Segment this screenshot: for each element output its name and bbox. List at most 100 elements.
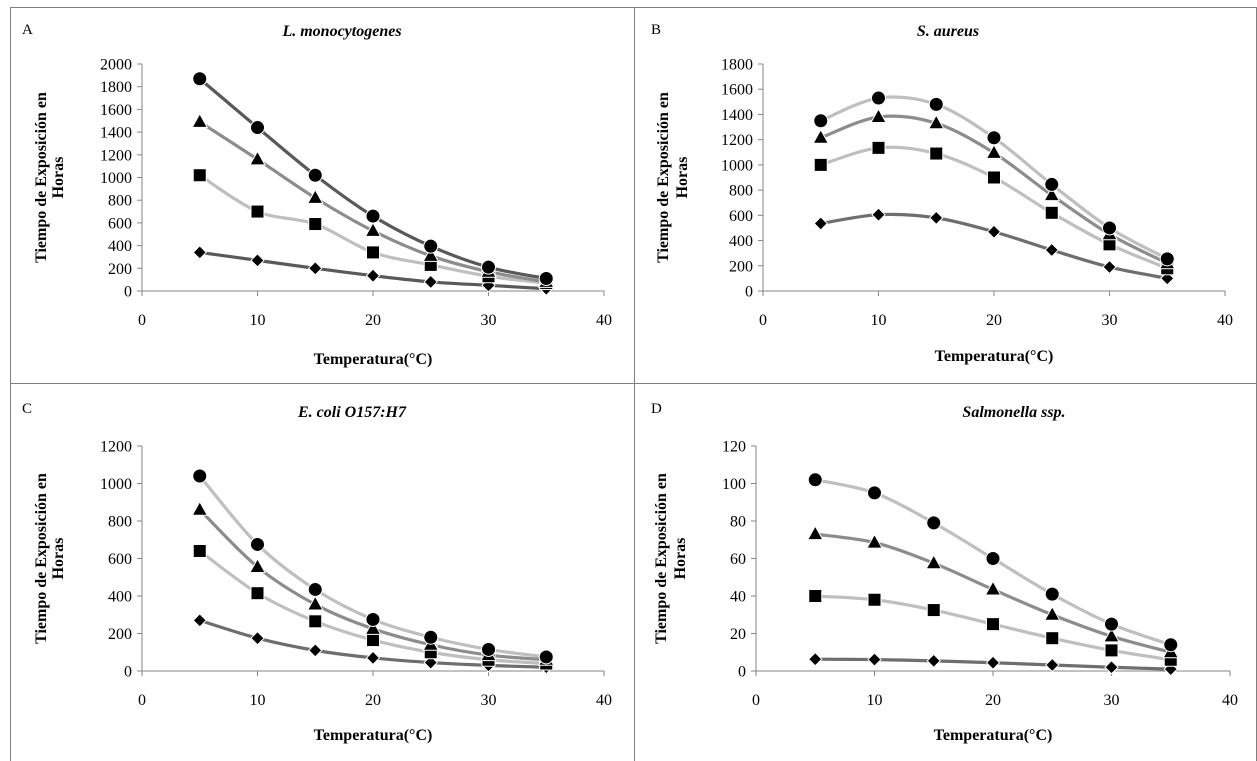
x-tick-label: 0: [759, 312, 767, 329]
y-tick-label: 1800: [721, 57, 753, 74]
panel-a-series-3-point-1: [250, 120, 265, 136]
chart-panel-a: 0 200 400 600 800 1000 1200 1400 1600 1800 2000 0 10…: [10, 7, 635, 384]
panel-b-series-3-point-4: [1044, 176, 1060, 192]
panel-b-series-0-point-0: [813, 216, 828, 231]
panel-a-series-1-point-3: [366, 245, 380, 260]
panel-b-series-1-markers: [813, 140, 1175, 276]
panel-a-series-3-point-5: [481, 259, 496, 275]
panel-c-series-1-point-3: [366, 633, 380, 648]
panel-c-series-3-point-2: [307, 581, 323, 597]
panel-d-series-0-point-5: [1104, 660, 1119, 675]
y-tick-label: 60: [730, 551, 746, 568]
y-tick-label: 0: [745, 284, 753, 301]
y-axis-title: Horas: [50, 157, 67, 199]
panel-d-series-3-point-6: [1163, 637, 1179, 653]
x-tick-label: 20: [985, 692, 1001, 709]
y-axis-title: Tiempo de Exposición en: [33, 473, 50, 644]
panel-letter: C: [22, 401, 32, 417]
panel-c-series-2-point-3: [364, 619, 382, 635]
y-tick-label: 200: [108, 626, 132, 643]
panel-b-series-0-point-3: [986, 224, 1002, 239]
panel-letter: B: [651, 22, 661, 38]
panel-d-series-3-markers: [807, 472, 1179, 653]
x-tick-label: 30: [481, 312, 497, 329]
panel-b-series-3-point-3: [986, 130, 1002, 146]
y-tick-label: 1200: [100, 439, 132, 456]
panel-b-series-1-point-0: [813, 157, 828, 172]
panel-letter: A: [22, 22, 33, 38]
x-tick-label: 20: [365, 692, 381, 709]
panel-d-series-3-point-5: [1104, 616, 1119, 632]
y-tick-label: 600: [729, 208, 753, 225]
panel-c-series-3-markers: [192, 468, 554, 665]
panel-a-series-2-point-0: [191, 112, 209, 128]
panel-d-series-2-point-4: [1043, 605, 1061, 621]
y-tick-label: 1600: [721, 82, 753, 99]
panel-b-series-0-point-5: [1102, 259, 1117, 275]
panel-d-series-0-point-0: [808, 651, 823, 667]
panel-a-series-1-point-1: [250, 204, 265, 219]
y-axis-title: Tiempo de Exposición en: [33, 92, 50, 263]
panel-b-series-2-point-1: [870, 107, 887, 123]
panel-d-series-1-point-5: [1104, 643, 1119, 658]
x-tick-label: 20: [365, 312, 381, 329]
panel-b-series-1-point-1: [871, 140, 886, 155]
x-axis-title: Temperatura(°C): [314, 727, 433, 744]
y-tick-label: 1200: [100, 147, 132, 164]
panel-c-series-3-point-5: [481, 641, 496, 657]
panel-c-series-3-point-6: [538, 649, 554, 665]
panel-a-series-3-markers: [192, 71, 554, 287]
x-tick-label: 40: [1222, 692, 1238, 709]
panel-d-series-0-point-2: [926, 653, 941, 669]
panel-c-series-2-point-0: [191, 500, 209, 516]
panel-b-series-1-point-2: [929, 146, 944, 161]
panel-c-series-3-point-3: [365, 611, 381, 627]
panel-b-series-2-point-2: [927, 114, 945, 130]
panel-a-series-2-point-3: [364, 221, 382, 237]
y-tick-label: 1600: [100, 102, 132, 119]
panel-a-series-3-point-2: [307, 167, 323, 183]
panel-b-series-3-point-1: [871, 90, 886, 106]
chart-title: E. coli O157:H7: [297, 404, 407, 421]
panel-c-series-3-point-1: [250, 536, 265, 552]
chart-panel-b: 0 200 400 600 800 1000 1200 1400 1600 1800 0 10 20 30…: [634, 7, 1257, 384]
y-tick-label: 200: [729, 258, 753, 275]
panel-b-series-0-point-4: [1044, 242, 1059, 258]
panel-d-series-3-point-4: [1044, 586, 1060, 602]
x-tick-label: 40: [596, 312, 612, 329]
y-tick-label: 1400: [100, 125, 132, 142]
y-tick-label: 2000: [100, 57, 132, 74]
y-tick-label: 40: [730, 589, 746, 606]
y-tick-label: 1000: [100, 170, 132, 187]
y-tick-label: 1800: [100, 79, 132, 96]
panel-d-series-2-point-2: [925, 554, 943, 570]
x-tick-label: 40: [1217, 312, 1233, 329]
panel-d-series-3-point-2: [926, 515, 942, 531]
panel-a-series-0-point-2: [308, 261, 323, 276]
panel-d-series-3-point-1: [867, 485, 882, 501]
panel-c-series-3-point-4: [423, 629, 439, 645]
y-axis-title: Horas: [672, 538, 689, 580]
panel-a-series-3-point-0: [192, 71, 208, 87]
panel-c-series-0-point-3: [365, 650, 381, 666]
panel-a-series-0-point-3: [365, 268, 381, 283]
chart-panel-d: 0 20 40 60 80 100 120 0 10 20 30 40 D Salmonella ssp.…: [634, 383, 1257, 761]
panel-b-series-1-point-3: [987, 170, 1001, 185]
panel-d-series-1-point-4: [1045, 631, 1060, 646]
panel-letter: D: [651, 401, 662, 417]
x-tick-label: 10: [250, 312, 266, 329]
chart-title: L. monocytogenes: [281, 23, 401, 40]
panel-d-series-2-point-0: [806, 525, 824, 541]
x-axis-title: Temperatura(°C): [935, 348, 1054, 365]
panel-a-series-1-point-2: [308, 217, 323, 232]
y-tick-label: 400: [108, 238, 132, 255]
y-tick-label: 600: [108, 551, 132, 568]
x-tick-label: 10: [250, 692, 266, 709]
chart-title: Salmonella ssp.: [962, 404, 1065, 421]
panel-d-series-1-point-3: [986, 617, 1000, 632]
panel-c-series-0-point-1: [250, 630, 265, 646]
y-tick-label: 80: [730, 514, 746, 531]
panel-d-series-2-point-5: [1103, 627, 1120, 643]
panel-c-series-1-point-1: [250, 586, 265, 601]
panel-b-series-0-point-2: [929, 210, 944, 226]
